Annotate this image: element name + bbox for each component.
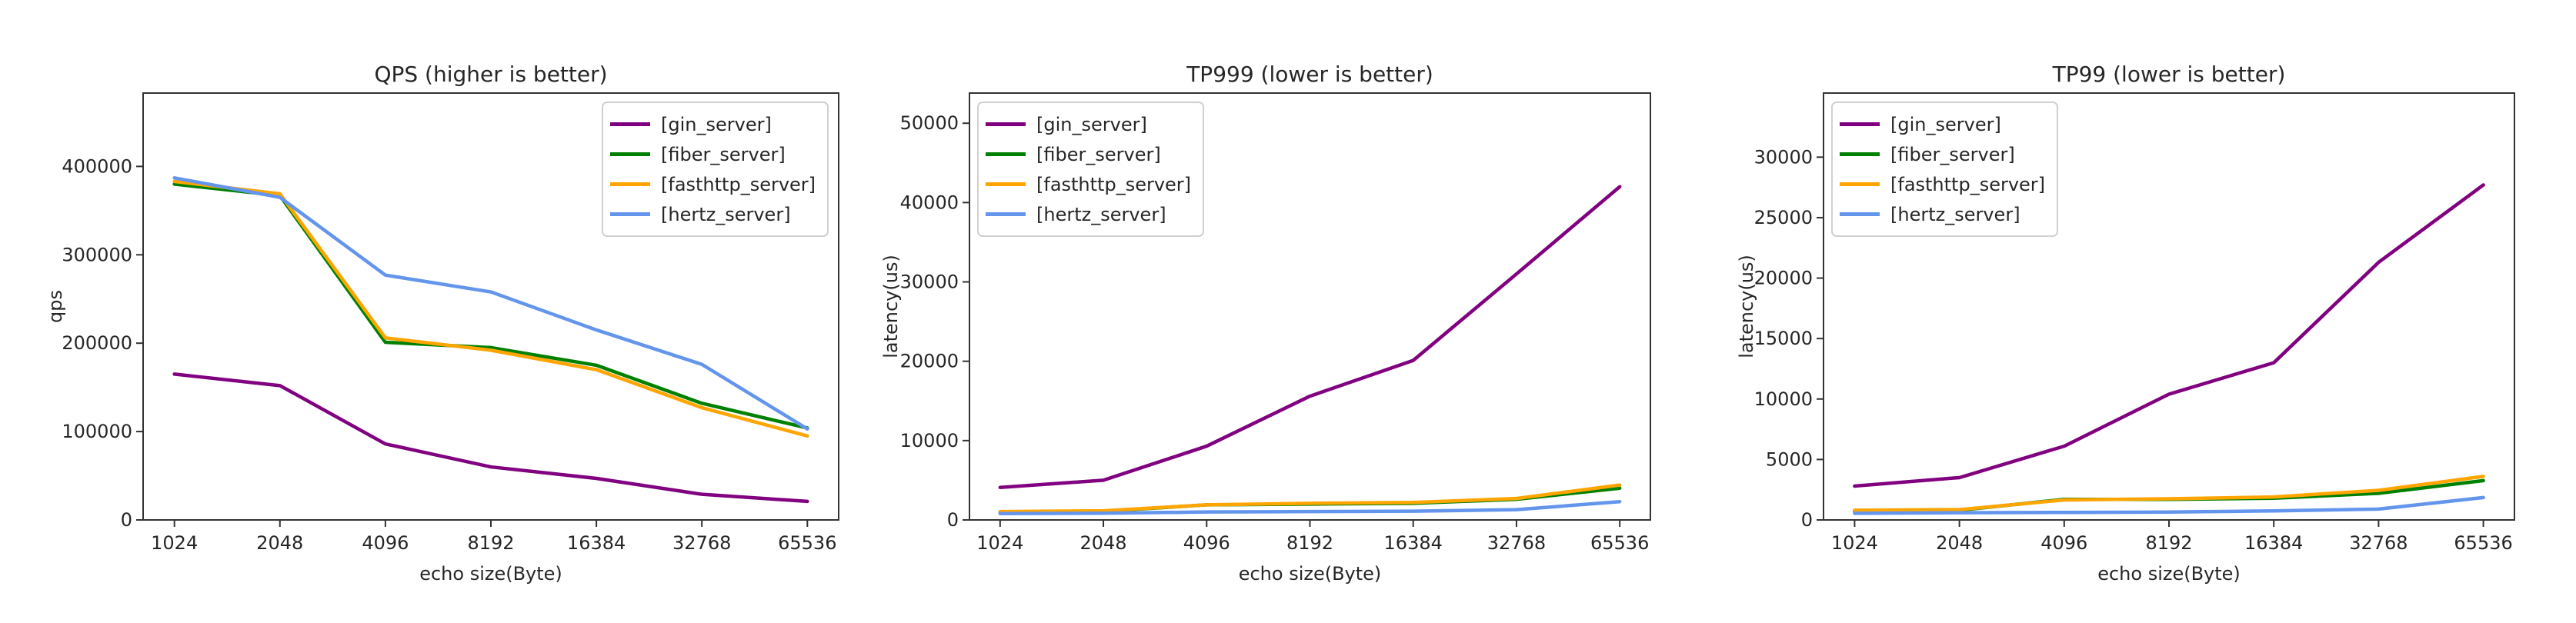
- x-tick-label: 1024: [976, 532, 1023, 554]
- y-axis-label: latency(us): [1736, 255, 1757, 358]
- legend-label: [hertz_server]: [1890, 204, 2020, 225]
- y-tick-label: 15000: [1754, 328, 1813, 349]
- x-tick-label: 32768: [1487, 532, 1546, 554]
- series-line-fasthttp_server: [172, 179, 809, 438]
- x-tick-label: 8192: [1286, 532, 1333, 554]
- x-tick-label: 8192: [2145, 532, 2192, 554]
- series-line-gin_server: [1853, 183, 2485, 488]
- x-tick-label: 65536: [778, 532, 836, 554]
- legend-label: [hertz_server]: [661, 204, 791, 225]
- legend-label: [fasthttp_server]: [1890, 174, 2045, 195]
- legend-label: [fiber_server]: [1036, 144, 1161, 165]
- y-tick-label: 50000: [900, 112, 959, 134]
- x-tick-label: 8192: [467, 532, 514, 554]
- x-tick-label: 2048: [1080, 532, 1127, 554]
- y-tick-label: 25000: [1754, 207, 1813, 228]
- x-axis-label: echo size(Byte): [1239, 563, 1382, 585]
- y-tick-label: 300000: [62, 244, 132, 265]
- tp999-chart: 0 10000 20000 30000 40000 50000 1024 2048 4096 81…: [880, 62, 1651, 585]
- y-tick-label: 40000: [900, 192, 959, 213]
- legend: [602, 102, 829, 237]
- x-tick-label: 65536: [2454, 532, 2512, 554]
- series-line-hertz_server: [1853, 495, 2485, 515]
- x-tick-label: 16384: [567, 532, 626, 554]
- y-tick-label: 400000: [62, 155, 132, 177]
- y-axis-label: latency(us): [880, 255, 902, 358]
- legend-label: [gin_server]: [1890, 114, 2001, 135]
- x-tick-label: 2048: [256, 532, 303, 554]
- series-line-hertz_server: [172, 176, 809, 431]
- tp99-chart: 0 5000 10000 15000 20000 25000 30000 1024 2048 40…: [1736, 62, 2515, 585]
- legend-label: [gin_server]: [1036, 114, 1147, 135]
- x-tick-label: 32768: [2349, 532, 2407, 554]
- y-tick-label: 200000: [62, 332, 132, 354]
- y-tick-label: 5000: [1766, 448, 1813, 470]
- y-tick-label: 20000: [900, 351, 959, 372]
- y-tick-label: 30000: [900, 272, 959, 293]
- y-tick-label: 0: [121, 509, 132, 531]
- x-axis-label: echo size(Byte): [2097, 563, 2241, 585]
- legend: [1831, 102, 2058, 237]
- series-line-fasthttp_server: [998, 483, 1622, 514]
- y-axis-label: qps: [45, 290, 66, 323]
- x-tick-label: 1024: [1831, 532, 1878, 554]
- x-tick-label: 65536: [1590, 532, 1649, 554]
- x-axis-label: echo size(Byte): [419, 563, 562, 585]
- y-tick-label: 10000: [900, 430, 959, 451]
- legend-label: [fiber_server]: [661, 144, 786, 165]
- y-tick-label: 20000: [1754, 268, 1813, 289]
- x-tick-label: 4096: [362, 532, 409, 554]
- y-tick-label: 0: [1801, 509, 1813, 531]
- chart-title: TP999 (lower is better): [1186, 62, 1433, 87]
- legend-label: [fasthttp_server]: [661, 174, 816, 195]
- chart-title: TP99 (lower is better): [2052, 62, 2286, 87]
- x-tick-label: 2048: [1936, 532, 1983, 554]
- series-line-gin_server: [172, 372, 809, 504]
- legend-label: [fasthttp_server]: [1036, 174, 1191, 195]
- y-tick-label: 100000: [62, 421, 132, 442]
- y-tick-label: 0: [947, 509, 959, 531]
- x-tick-label: 4096: [1183, 532, 1230, 554]
- series-line-fasthttp_server: [1853, 475, 2485, 512]
- legend: [977, 102, 1204, 237]
- x-tick-label: 16384: [1384, 532, 1443, 554]
- qps-chart: 0 100000 200000 300000 400000 1024 2048 4096 819…: [45, 62, 839, 585]
- x-tick-label: 1024: [151, 532, 198, 554]
- legend-label: [hertz_server]: [1036, 204, 1166, 225]
- series-line-gin_server: [998, 185, 1622, 489]
- y-tick-label: 10000: [1754, 388, 1813, 410]
- series-line-hertz_server: [998, 500, 1622, 515]
- y-tick-label: 30000: [1754, 146, 1813, 168]
- legend-label: [gin_server]: [661, 114, 772, 135]
- x-tick-label: 16384: [2244, 532, 2303, 554]
- legend-label: [fiber_server]: [1890, 144, 2015, 165]
- x-tick-label: 4096: [2040, 532, 2087, 554]
- chart-title: QPS (higher is better): [374, 62, 607, 87]
- x-tick-label: 32768: [672, 532, 731, 554]
